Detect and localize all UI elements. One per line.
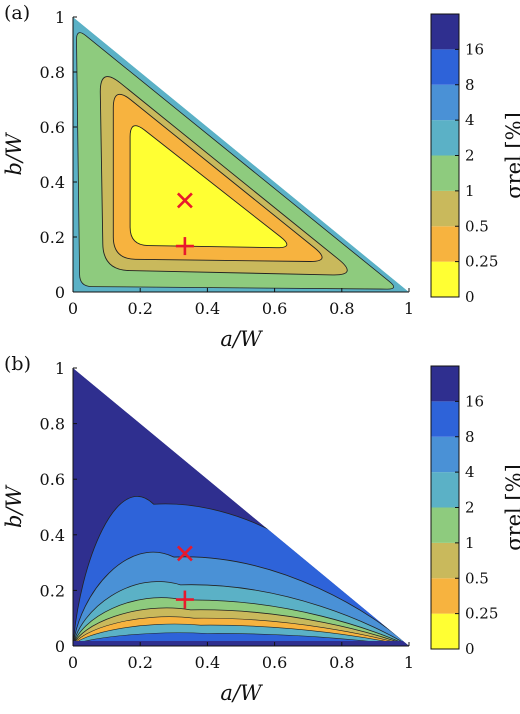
x-tick-label: 0.6 xyxy=(262,653,287,672)
colorbar-tick-label: 1 xyxy=(465,534,475,552)
panel-label: (a) xyxy=(4,2,30,24)
y-tick-label: 0.2 xyxy=(40,581,65,600)
colorbar-label: σrel [%] xyxy=(502,464,520,551)
colorbar-swatch xyxy=(431,49,459,85)
colorbar-tick-label: 0.5 xyxy=(465,569,489,587)
panel-label: (b) xyxy=(4,353,31,375)
x-tick-label: 0.8 xyxy=(329,653,354,672)
colorbar-tick-label: 0 xyxy=(465,288,475,306)
colorbar-swatch xyxy=(431,613,459,649)
colorbar-tick-label: 1 xyxy=(465,182,475,200)
x-tick-label: 0.4 xyxy=(195,299,220,318)
y-tick-label: 0.8 xyxy=(40,415,65,434)
colorbar-swatch xyxy=(431,578,459,614)
colorbar-tick-label: 4 xyxy=(465,111,475,129)
colorbar-tick-label: 8 xyxy=(465,76,475,94)
colorbar-tick-label: 2 xyxy=(465,499,475,517)
panel-a-contour-plot: 0 0.2 0.4 0.6 0.8 1 0 0.2 0.4 0.6 0.8 1 a/W b/W (a) 0 0.… xyxy=(2,2,520,351)
x-tick-label: 1 xyxy=(404,299,414,318)
contour-floor-band xyxy=(73,640,409,646)
x-tick-label: 0 xyxy=(68,653,78,672)
x-tick-label: 0.8 xyxy=(329,299,354,318)
colorbar-swatch xyxy=(431,472,459,508)
marker-plus xyxy=(175,237,194,256)
colorbar-swatch xyxy=(431,14,459,50)
marker-cross-x xyxy=(176,545,193,562)
x-tick-label: 0.2 xyxy=(127,299,152,318)
colorbar: 0 0.25 0.5 1 2 4 8 16 σrel [%] xyxy=(430,365,520,658)
y-tick-label: 0 xyxy=(55,283,65,302)
marker-plus xyxy=(175,590,194,609)
y-tick-label: 0.2 xyxy=(40,228,65,247)
x-tick-label: 0.4 xyxy=(195,653,220,672)
x-tick-label: 0.6 xyxy=(262,299,287,318)
colorbar-tick-label: 0.25 xyxy=(465,605,498,623)
colorbar-swatch xyxy=(431,436,459,473)
x-tick-label: 0 xyxy=(68,299,78,318)
x-tick-label: 1 xyxy=(404,653,414,672)
colorbar-tick-label: 0.5 xyxy=(465,217,489,235)
colorbar-swatch xyxy=(431,190,459,227)
colorbar-tick-label: 16 xyxy=(465,40,484,58)
y-tick-label: 1 xyxy=(55,8,65,27)
colorbar-label: σrel [%] xyxy=(502,112,520,199)
y-tick-label: 0 xyxy=(55,637,65,656)
colorbar-tick-label: 16 xyxy=(465,392,484,410)
contour-level-1 xyxy=(129,125,288,249)
colorbar-swatch xyxy=(431,261,459,297)
contour-fill-group xyxy=(73,17,409,292)
y-tick-label: 1 xyxy=(55,359,65,378)
colorbar-swatch xyxy=(431,84,459,121)
colorbar-swatch xyxy=(431,366,459,402)
colorbar-swatch xyxy=(431,120,459,156)
x-tick-label: 0.2 xyxy=(127,653,152,672)
panel-b-contour-plot: 0 0.2 0.4 0.6 0.8 1 0 0.2 0.4 0.6 0.8 1 a/W b/W (b) 0 0.… xyxy=(2,353,520,705)
contour-fill-group xyxy=(73,368,409,646)
y-axis-label: b/W xyxy=(2,484,26,529)
colorbar-swatch xyxy=(431,507,459,543)
marker-cross-x xyxy=(176,192,193,209)
y-tick-label: 0.4 xyxy=(40,173,65,192)
colorbar-tick-label: 0 xyxy=(465,640,475,658)
colorbar: 0 0.25 0.5 1 2 4 8 16 σrel [%] xyxy=(430,13,520,306)
y-tick-label: 0.4 xyxy=(40,526,65,545)
y-tick-label: 0.8 xyxy=(40,63,65,82)
colorbar-swatch xyxy=(431,155,459,191)
colorbar-tick-label: 4 xyxy=(465,463,475,481)
colorbar-swatch xyxy=(431,542,459,579)
colorbar-swatch xyxy=(431,401,459,437)
x-axis-label: a/W xyxy=(220,681,264,705)
colorbar-tick-label: 0.25 xyxy=(465,253,498,271)
colorbar-swatch xyxy=(431,226,459,262)
x-axis-label: a/W xyxy=(220,327,264,351)
y-tick-label: 0.6 xyxy=(40,470,65,489)
y-axis-label: b/W xyxy=(2,131,26,176)
colorbar-tick-label: 8 xyxy=(465,428,475,446)
y-tick-label: 0.6 xyxy=(40,118,65,137)
colorbar-tick-label: 2 xyxy=(465,147,475,165)
